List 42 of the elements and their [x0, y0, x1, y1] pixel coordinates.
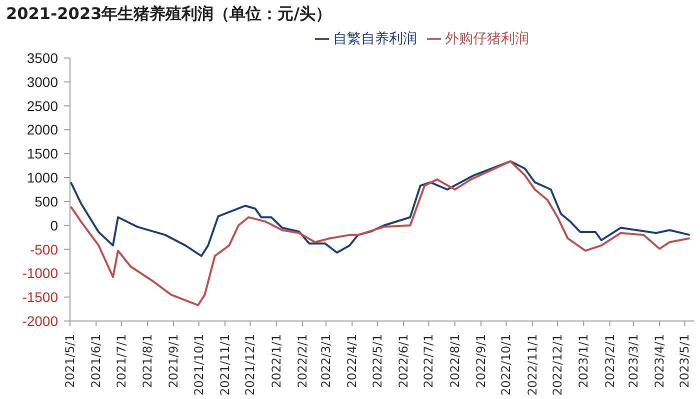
y-tick-label: -2000 — [22, 313, 58, 329]
x-tick-label: 2021/12/1 — [243, 334, 258, 396]
y-tick-label: 0 — [50, 217, 58, 234]
x-tick-label: 2022/4/1 — [345, 334, 360, 388]
x-tick-label: 2023/3/1 — [626, 334, 640, 388]
x-tick-label: 2023/5/1 — [678, 334, 692, 388]
x-tick-label: 2023/4/1 — [652, 334, 666, 388]
y-tick-label: -500 — [30, 241, 58, 258]
x-tick-label: 2023/2/1 — [602, 334, 617, 388]
x-tick-label: 2022/10/1 — [499, 334, 514, 396]
x-tick-label: 2022/5/1 — [370, 334, 384, 388]
x-tick-label: 2022/12/1 — [550, 334, 565, 396]
y-tick-label: 3500 — [26, 50, 58, 66]
x-tick-label: 2022/2/1 — [295, 334, 310, 388]
y-tick-label: 1000 — [26, 170, 58, 186]
x-tick-label: 2022/7/1 — [422, 334, 436, 388]
legend-label: 自繁自养利润 — [333, 31, 417, 47]
x-tick-label: 2021/11/1 — [218, 334, 232, 396]
y-tick-label: -1000 — [22, 265, 58, 282]
line-series — [70, 160, 691, 306]
x-tick-label: 2021/9/1 — [166, 334, 181, 388]
x-tick-label: 2022/1/1 — [269, 334, 284, 388]
y-tick-label: 2000 — [26, 122, 58, 138]
chart-title: 2021-2023年生猪养殖利润（单位：元/头） — [6, 4, 332, 25]
x-tick-label: 2022/3/1 — [319, 334, 333, 388]
x-tick-label: 2022/8/1 — [448, 334, 462, 388]
x-tick-label: 2021/7/1 — [114, 334, 128, 388]
y-tick-label: 3000 — [26, 74, 58, 90]
x-tick-label: 2023/1/1 — [576, 334, 591, 388]
x-tick-label: 2022/11/1 — [525, 334, 540, 396]
x-tick-label: 2021/10/1 — [192, 334, 206, 396]
y-tick-label: 500 — [34, 193, 58, 210]
x-tick-label: 2021/8/1 — [140, 334, 154, 388]
x-tick-label: 2022/9/1 — [474, 334, 488, 388]
legend-label: 外购仔猪利润 — [445, 31, 529, 47]
y-tick-label: 1500 — [26, 146, 58, 162]
y-tick-label: -1500 — [22, 289, 58, 306]
x-tick-label: 2021/5/1 — [63, 334, 77, 388]
line-series — [70, 160, 691, 257]
y-tick-label: 2500 — [26, 98, 58, 114]
x-tick-label: 2021/6/1 — [89, 334, 104, 388]
x-tick-label: 2022/6/1 — [396, 334, 410, 388]
